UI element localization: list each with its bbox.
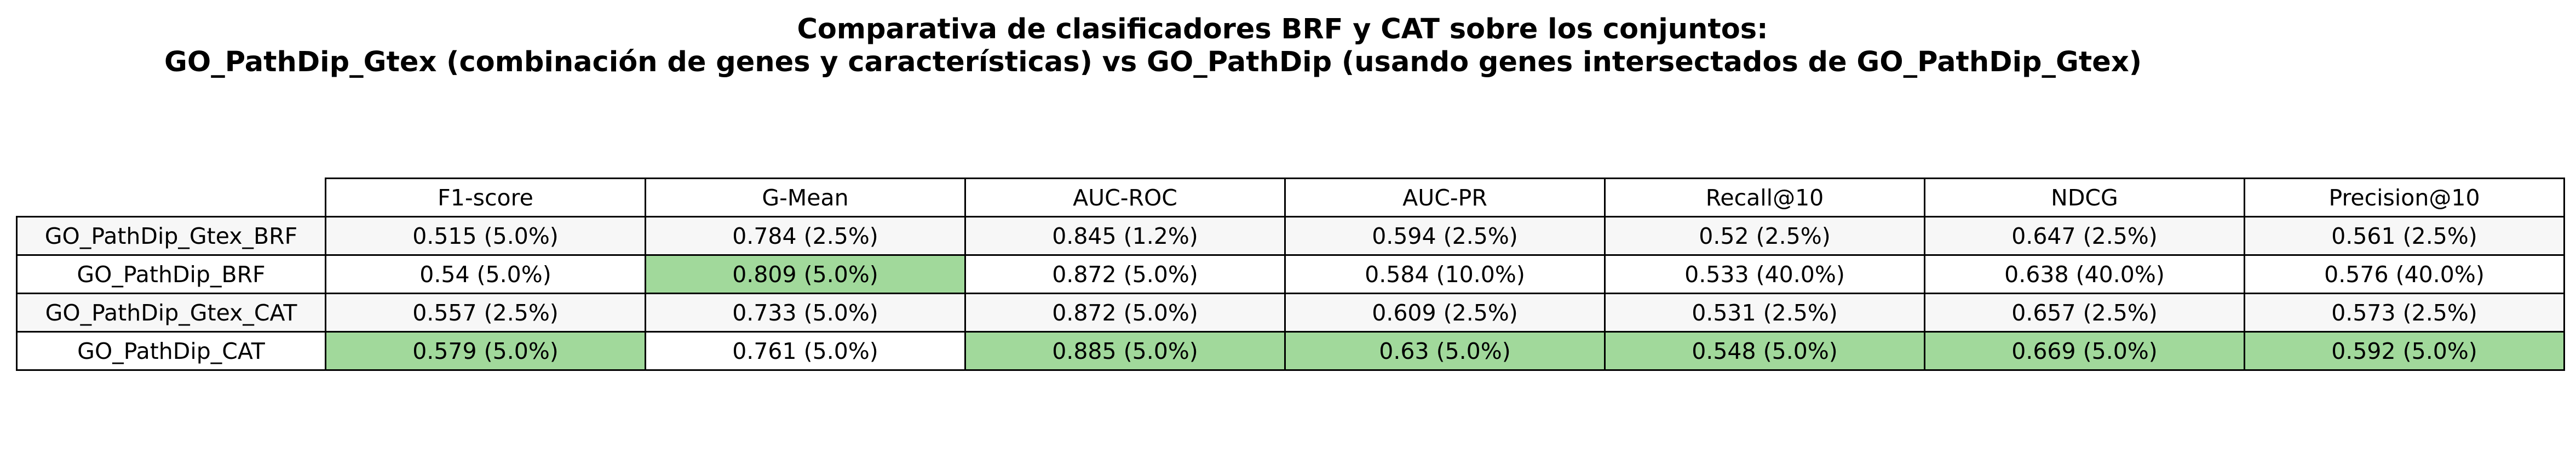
table-cell-best: 0.579 (5.0%) — [325, 331, 646, 371]
row-label: GO_PathDip_CAT — [16, 331, 326, 371]
table-cell: 0.573 (2.5%) — [2244, 293, 2565, 333]
table-cell: 0.761 (5.0%) — [645, 331, 966, 371]
table-cell: 0.647 (2.5%) — [1924, 216, 2245, 256]
row-label: GO_PathDip_Gtex_BRF — [16, 216, 326, 256]
table-cell: 0.54 (5.0%) — [325, 254, 646, 294]
table-cell: 0.872 (5.0%) — [964, 254, 1286, 294]
column-header: NDCG — [1924, 178, 2245, 218]
table-cell: 0.561 (2.5%) — [2244, 216, 2565, 256]
table-row: GO_PathDip_Gtex_BRF 0.515 (5.0%) 0.784 (2.… — [16, 216, 2565, 256]
chart-title-line-1: Comparativa de clasificadores BRF y CAT … — [797, 13, 1768, 45]
row-label: GO_PathDip_BRF — [16, 254, 326, 294]
column-header: Precision@10 — [2244, 178, 2565, 218]
table-cell: 0.515 (5.0%) — [325, 216, 646, 256]
table-cell-best: 0.592 (5.0%) — [2244, 331, 2565, 371]
table-cell: 0.784 (2.5%) — [645, 216, 966, 256]
table-cell: 0.657 (2.5%) — [1924, 293, 2245, 333]
table-cell-best: 0.669 (5.0%) — [1924, 331, 2245, 371]
table-cell-best: 0.809 (5.0%) — [645, 254, 966, 294]
table-cell: 0.584 (10.0%) — [1284, 254, 1606, 294]
table-cell: 0.609 (2.5%) — [1284, 293, 1606, 333]
column-header: G-Mean — [645, 178, 966, 218]
results-table: F1-score G-Mean AUC-ROC AUC-PR Recall@10 NDCG… — [16, 178, 2565, 371]
table-row: GO_PathDip_CAT 0.579 (5.0%) 0.761 (5.0%) 0.… — [16, 331, 2565, 371]
table-header-row: F1-score G-Mean AUC-ROC AUC-PR Recall@10 NDCG… — [17, 178, 2565, 218]
column-header: Recall@10 — [1604, 178, 1925, 218]
table-corner-cell — [17, 179, 326, 217]
column-header: F1-score — [325, 178, 646, 218]
table-cell: 0.594 (2.5%) — [1284, 216, 1606, 256]
table-cell: 0.733 (5.0%) — [645, 293, 966, 333]
table-cell: 0.872 (5.0%) — [964, 293, 1286, 333]
table-row: GO_PathDip_Gtex_CAT 0.557 (2.5%) 0.733 (5.… — [16, 293, 2565, 333]
table-cell: 0.845 (1.2%) — [964, 216, 1286, 256]
table-cell: 0.531 (2.5%) — [1604, 293, 1925, 333]
table-cell-best: 0.63 (5.0%) — [1284, 331, 1606, 371]
table-cell: 0.52 (2.5%) — [1604, 216, 1925, 256]
table-cell-best: 0.885 (5.0%) — [964, 331, 1286, 371]
column-header: AUC-PR — [1284, 178, 1606, 218]
table-cell: 0.557 (2.5%) — [325, 293, 646, 333]
column-header: AUC-ROC — [964, 178, 1286, 218]
chart-title-line-2: GO_PathDip_Gtex (combinación de genes y … — [164, 46, 2142, 78]
table-row: GO_PathDip_BRF 0.54 (5.0%) 0.809 (5.0%) 0.8… — [16, 254, 2565, 294]
table-cell: 0.533 (40.0%) — [1604, 254, 1925, 294]
table-cell: 0.638 (40.0%) — [1924, 254, 2245, 294]
row-label: GO_PathDip_Gtex_CAT — [16, 293, 326, 333]
table-cell-best: 0.548 (5.0%) — [1604, 331, 1925, 371]
table-cell: 0.576 (40.0%) — [2244, 254, 2565, 294]
